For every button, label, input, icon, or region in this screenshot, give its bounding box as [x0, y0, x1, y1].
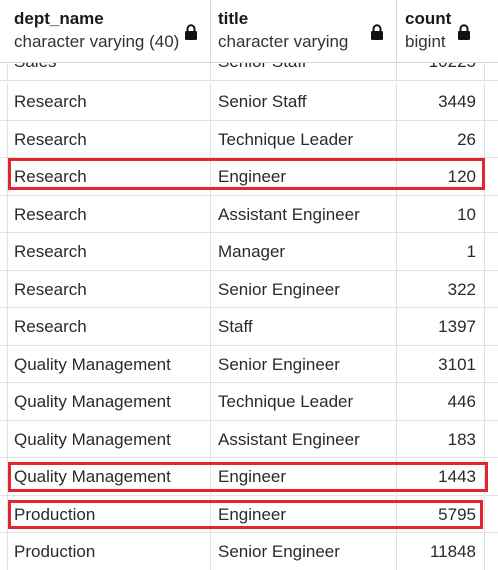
lock-icon	[458, 24, 470, 40]
grid-header: dept_name character varying (40) title c…	[0, 0, 498, 63]
column-header-title[interactable]: title character varying	[211, 0, 397, 62]
row-gutter[interactable]	[0, 533, 8, 570]
row-filler	[485, 233, 498, 270]
row-filler	[485, 533, 498, 570]
table-row[interactable]: Research Assistant Engineer 10	[0, 195, 498, 233]
column-type: bigint	[405, 32, 446, 51]
cell-title[interactable]: Assistant Engineer	[211, 195, 397, 232]
cell-dept-name[interactable]: Quality Management	[8, 420, 211, 457]
column-header-count[interactable]: count bigint	[397, 0, 498, 62]
row-gutter[interactable]	[0, 308, 8, 345]
row-gutter[interactable]	[0, 83, 8, 120]
cell-title[interactable]: Technique Leader	[211, 120, 397, 157]
column-name: dept_name	[14, 9, 104, 28]
cell-count[interactable]: 322	[397, 270, 485, 307]
row-filler	[485, 121, 498, 158]
column-type: character varying	[218, 32, 349, 51]
table-row[interactable]: Research Technique Leader 26	[0, 120, 498, 158]
row-gutter[interactable]	[0, 383, 8, 420]
row-filler	[485, 308, 498, 345]
cell-title[interactable]: Senior Engineer	[211, 533, 397, 570]
cell-title[interactable]: Staff	[211, 308, 397, 345]
row-filler	[485, 383, 498, 420]
table-row[interactable]: Quality Management Technique Leader 446	[0, 383, 498, 421]
cell-count[interactable]: 10	[397, 195, 485, 232]
row-filler	[485, 196, 498, 233]
cell-count[interactable]: 446	[397, 383, 485, 420]
cell-dept-name[interactable]: Production	[8, 533, 211, 570]
cell-count[interactable]: 1	[397, 233, 485, 270]
table-row[interactable]: Research Engineer 120	[0, 158, 498, 196]
cell-title[interactable]: Senior Engineer	[211, 345, 397, 382]
table-row[interactable]: Research Senior Staff 3449	[0, 83, 498, 121]
row-gutter[interactable]	[0, 233, 8, 270]
table-row[interactable]: Production Senior Engineer 11848	[0, 533, 498, 570]
lock-icon	[371, 24, 383, 40]
cell-count[interactable]: 3449	[397, 83, 485, 120]
cell-title[interactable]: Engineer	[211, 158, 397, 195]
row-filler	[485, 496, 498, 533]
row-filler	[485, 158, 498, 195]
cell-dept-name[interactable]: Research	[8, 158, 211, 195]
row-gutter[interactable]	[0, 270, 8, 307]
table-row[interactable]: Research Manager 1	[0, 233, 498, 271]
cell-dept-name[interactable]: Production	[8, 495, 211, 532]
cell-dept-name[interactable]: Research	[8, 308, 211, 345]
column-header-dept-name[interactable]: dept_name character varying (40)	[8, 0, 211, 62]
cell-dept-name[interactable]: Research	[8, 270, 211, 307]
row-gutter[interactable]	[0, 120, 8, 157]
cell-count[interactable]: 1443	[397, 458, 485, 495]
row-filler	[485, 458, 498, 495]
row-gutter[interactable]	[0, 420, 8, 457]
cell-title[interactable]: Engineer	[211, 458, 397, 495]
row-filler	[485, 346, 498, 383]
table-row[interactable]: Research Senior Engineer 322	[0, 270, 498, 308]
cell-title[interactable]: Senior Engineer	[211, 270, 397, 307]
cell-count[interactable]: 1397	[397, 308, 485, 345]
row-filler	[485, 421, 498, 458]
table-row[interactable]: Quality Management Assistant Engineer 18…	[0, 420, 498, 458]
cell-count[interactable]: 26	[397, 120, 485, 157]
column-name: count	[405, 9, 452, 28]
cell-title[interactable]: Manager	[211, 233, 397, 270]
cell-dept-name[interactable]: Quality Management	[8, 458, 211, 495]
cell-count[interactable]: 183	[397, 420, 485, 457]
row-gutter[interactable]	[0, 345, 8, 382]
cell-dept-name[interactable]: Quality Management	[8, 345, 211, 382]
row-gutter[interactable]	[0, 458, 8, 495]
table-row[interactable]: Quality Management Senior Engineer 3101	[0, 345, 498, 383]
column-name: title	[218, 9, 249, 28]
row-filler	[485, 83, 498, 120]
cell-title[interactable]: Senior Staff	[211, 83, 397, 120]
row-gutter[interactable]	[0, 195, 8, 232]
table-row[interactable]: Research Staff 1397	[0, 308, 498, 346]
lock-icon	[185, 24, 197, 40]
row-gutter[interactable]	[0, 495, 8, 532]
cell-count[interactable]: 3101	[397, 345, 485, 382]
row-filler	[485, 271, 498, 308]
cell-title[interactable]: Technique Leader	[211, 383, 397, 420]
cell-dept-name[interactable]: Research	[8, 83, 211, 120]
row-gutter[interactable]	[0, 158, 8, 195]
table-row[interactable]: Production Engineer 5795	[0, 495, 498, 533]
cell-dept-name[interactable]: Research	[8, 233, 211, 270]
cell-count[interactable]: 11848	[397, 533, 485, 570]
cell-dept-name[interactable]: Research	[8, 195, 211, 232]
cell-dept-name[interactable]: Quality Management	[8, 383, 211, 420]
cell-title[interactable]: Assistant Engineer	[211, 420, 397, 457]
cell-count[interactable]: 5795	[397, 495, 485, 532]
table-row[interactable]: Quality Management Engineer 1443	[0, 458, 498, 496]
cell-dept-name[interactable]: Research	[8, 120, 211, 157]
cell-count[interactable]: 120	[397, 158, 485, 195]
column-type: character varying (40)	[14, 32, 180, 51]
cell-title[interactable]: Engineer	[211, 495, 397, 532]
